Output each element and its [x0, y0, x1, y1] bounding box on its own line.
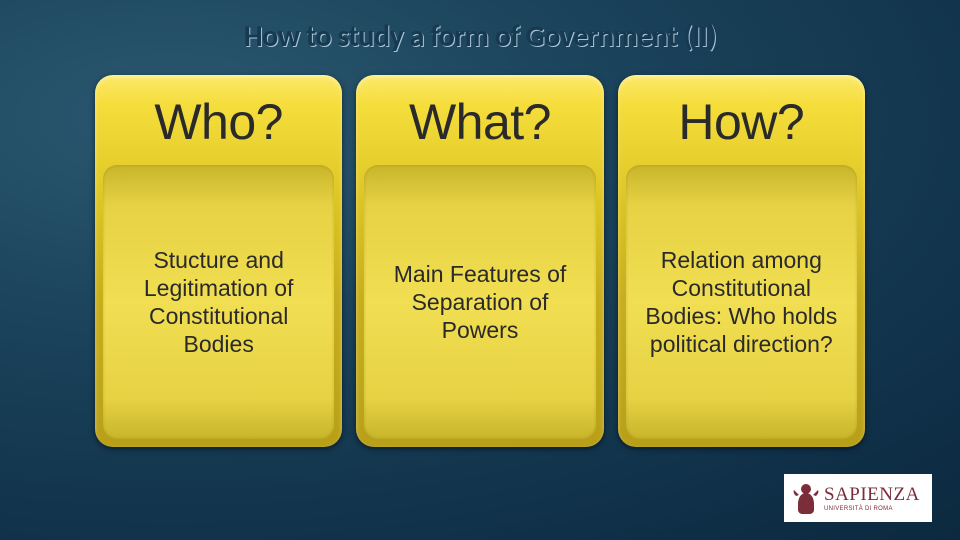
cherub-icon	[792, 480, 820, 516]
card-body-wrap: Main Features of Separation of Powers	[364, 165, 595, 439]
slide-title: How to study a form of Government (II)	[0, 0, 960, 55]
logo-sub: UNIVERSITÀ DI ROMA	[824, 506, 920, 512]
card-heading: How?	[626, 83, 857, 165]
card-text: Relation among Constitutional Bodies: Wh…	[644, 246, 839, 358]
logo-main: SAPIENZA	[824, 485, 920, 504]
card-body: Main Features of Separation of Powers	[364, 165, 595, 439]
card-heading: What?	[364, 83, 595, 165]
card-what: What? Main Features of Separation of Pow…	[356, 75, 603, 447]
logo-text: SAPIENZA UNIVERSITÀ DI ROMA	[824, 485, 920, 512]
university-logo: SAPIENZA UNIVERSITÀ DI ROMA	[784, 474, 932, 522]
card-text: Stucture and Legitimation of Constitutio…	[121, 246, 316, 358]
card-body-wrap: Relation among Constitutional Bodies: Wh…	[626, 165, 857, 439]
card-body: Relation among Constitutional Bodies: Wh…	[626, 165, 857, 439]
card-text: Main Features of Separation of Powers	[382, 260, 577, 344]
card-row: Who? Stucture and Legitimation of Consti…	[0, 55, 960, 447]
card-how: How? Relation among Constitutional Bodie…	[618, 75, 865, 447]
card-body-wrap: Stucture and Legitimation of Constitutio…	[103, 165, 334, 439]
card-body: Stucture and Legitimation of Constitutio…	[103, 165, 334, 439]
card-who: Who? Stucture and Legitimation of Consti…	[95, 75, 342, 447]
card-heading: Who?	[103, 83, 334, 165]
